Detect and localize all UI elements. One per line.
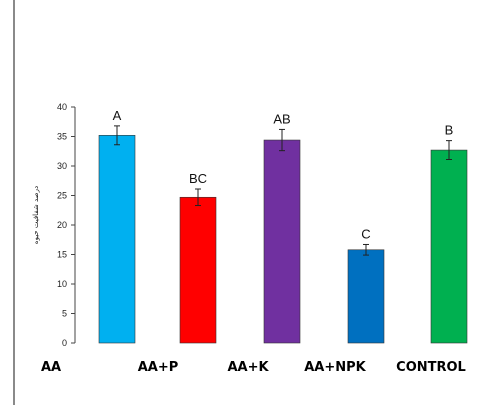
y-tick-label: 0 xyxy=(62,338,67,348)
y-tick-label: 40 xyxy=(57,102,67,112)
y-tick-label: 20 xyxy=(57,220,67,230)
y-tick-label: 5 xyxy=(62,309,67,319)
bar xyxy=(430,149,468,344)
bar xyxy=(98,135,136,344)
y-tick-label: 25 xyxy=(57,191,67,201)
bar xyxy=(179,196,217,344)
y-axis-title: درصد شفافیت حیوه xyxy=(32,186,40,244)
chart-axes: 0 5 10 15 20 25 30 35 40 xyxy=(57,102,76,348)
category-label: AA+P xyxy=(138,360,179,375)
category-label: AA+K xyxy=(227,360,269,375)
category-label: CONTROL xyxy=(396,360,466,375)
bar-significance-label: AB xyxy=(273,111,290,126)
y-tick-label: 35 xyxy=(57,132,67,142)
chart-bars xyxy=(98,125,468,344)
bar xyxy=(347,249,385,344)
bar xyxy=(263,139,301,344)
bar-significance-label: BC xyxy=(189,171,207,186)
y-tick-label: 10 xyxy=(57,279,67,289)
bar-significance-label: C xyxy=(361,226,370,241)
bar-significance-label: A xyxy=(113,108,122,123)
left-frame-line xyxy=(13,0,15,405)
y-tick-label: 15 xyxy=(57,250,67,260)
category-label: AA xyxy=(41,360,61,375)
y-tick-label: 30 xyxy=(57,161,67,171)
category-label: AA+NPK xyxy=(304,360,366,375)
bar-significance-label: B xyxy=(445,123,454,138)
